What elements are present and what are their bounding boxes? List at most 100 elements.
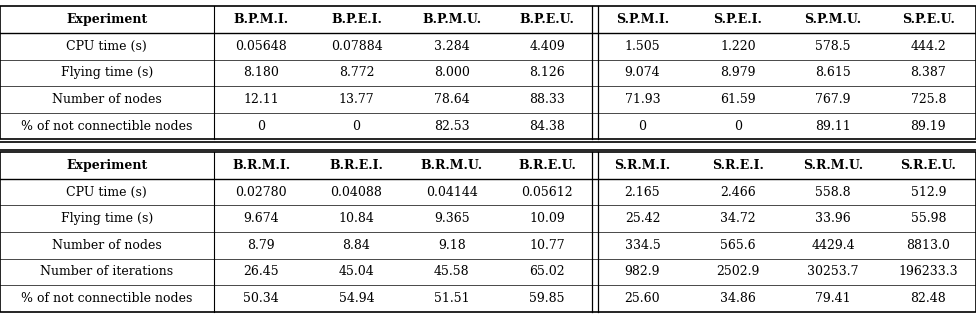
Text: 51.51: 51.51 (434, 292, 469, 305)
Text: 0.02780: 0.02780 (235, 186, 287, 198)
Text: 84.38: 84.38 (529, 120, 565, 133)
Text: B.P.M.U.: B.P.M.U. (423, 13, 481, 26)
Text: 8.000: 8.000 (434, 66, 469, 79)
Text: Number of iterations: Number of iterations (40, 266, 174, 278)
Text: 34.86: 34.86 (720, 292, 755, 305)
Text: S.R.E.U.: S.R.E.U. (901, 159, 956, 172)
Text: 196233.3: 196233.3 (899, 266, 958, 278)
Text: 0.05612: 0.05612 (521, 186, 573, 198)
Text: Number of nodes: Number of nodes (52, 93, 162, 106)
Text: 0.07884: 0.07884 (331, 40, 383, 53)
Text: 0.04088: 0.04088 (331, 186, 383, 198)
Text: B.P.E.U.: B.P.E.U. (519, 13, 575, 26)
Text: 10.84: 10.84 (339, 212, 375, 225)
Text: 13.77: 13.77 (339, 93, 375, 106)
Text: 1.220: 1.220 (720, 40, 755, 53)
Text: 25.60: 25.60 (625, 292, 660, 305)
Text: 0: 0 (734, 120, 742, 133)
Text: 578.5: 578.5 (815, 40, 851, 53)
Text: 725.8: 725.8 (911, 93, 946, 106)
Text: 61.59: 61.59 (720, 93, 755, 106)
Text: 8.387: 8.387 (911, 66, 946, 79)
Text: 10.09: 10.09 (529, 212, 565, 225)
Text: 2502.9: 2502.9 (716, 266, 759, 278)
Text: 9.365: 9.365 (434, 212, 469, 225)
Text: S.P.E.U.: S.P.E.U. (902, 13, 955, 26)
Text: 444.2: 444.2 (911, 40, 946, 53)
Text: 0.04144: 0.04144 (426, 186, 478, 198)
Text: 0.05648: 0.05648 (235, 40, 287, 53)
Text: S.P.M.U.: S.P.M.U. (804, 13, 862, 26)
Text: 33.96: 33.96 (815, 212, 851, 225)
Text: 8.126: 8.126 (529, 66, 565, 79)
Text: 65.02: 65.02 (529, 266, 565, 278)
Text: B.P.E.I.: B.P.E.I. (331, 13, 382, 26)
Text: 30253.7: 30253.7 (807, 266, 859, 278)
Text: Flying time (s): Flying time (s) (61, 212, 153, 225)
Text: 558.8: 558.8 (815, 186, 851, 198)
Text: 25.42: 25.42 (625, 212, 660, 225)
Bar (0, 6, 976, 140)
Text: 0: 0 (638, 120, 646, 133)
Text: B.R.M.U.: B.R.M.U. (421, 159, 483, 172)
Text: S.R.E.I.: S.R.E.I. (712, 159, 763, 172)
Text: Experiment: Experiment (66, 159, 147, 172)
Text: 2.165: 2.165 (625, 186, 660, 198)
Text: 8.772: 8.772 (339, 66, 375, 79)
Text: 982.9: 982.9 (625, 266, 660, 278)
Text: CPU time (s): CPU time (s) (66, 186, 147, 198)
Text: % of not connectible nodes: % of not connectible nodes (21, 120, 192, 133)
Text: 9.18: 9.18 (438, 239, 466, 252)
Text: Number of nodes: Number of nodes (52, 239, 162, 252)
Text: S.R.M.I.: S.R.M.I. (614, 159, 671, 172)
Text: 88.33: 88.33 (529, 93, 565, 106)
Text: 2.466: 2.466 (720, 186, 755, 198)
Text: 8813.0: 8813.0 (907, 239, 951, 252)
Text: 89.11: 89.11 (815, 120, 851, 133)
Text: 512.9: 512.9 (911, 186, 946, 198)
Text: B.R.E.U.: B.R.E.U. (518, 159, 576, 172)
Text: 79.41: 79.41 (815, 292, 851, 305)
Text: S.P.E.I.: S.P.E.I. (713, 13, 762, 26)
Text: 10.77: 10.77 (529, 239, 565, 252)
Text: 0: 0 (352, 120, 360, 133)
Text: 55.98: 55.98 (911, 212, 946, 225)
Text: S.P.M.I.: S.P.M.I. (616, 13, 669, 26)
Text: 26.45: 26.45 (243, 266, 279, 278)
Text: 3.284: 3.284 (434, 40, 469, 53)
Text: 565.6: 565.6 (720, 239, 755, 252)
Text: 8.180: 8.180 (243, 66, 279, 79)
Text: 82.53: 82.53 (434, 120, 469, 133)
Text: 4.409: 4.409 (529, 40, 565, 53)
Text: CPU time (s): CPU time (s) (66, 40, 147, 53)
Text: 45.58: 45.58 (434, 266, 469, 278)
Text: 59.85: 59.85 (529, 292, 565, 305)
Text: 54.94: 54.94 (339, 292, 375, 305)
Text: B.P.M.I.: B.P.M.I. (233, 13, 289, 26)
Text: 12.11: 12.11 (243, 93, 279, 106)
Text: % of not connectible nodes: % of not connectible nodes (21, 292, 192, 305)
Text: 9.674: 9.674 (243, 212, 279, 225)
Text: 767.9: 767.9 (815, 93, 851, 106)
Text: 82.48: 82.48 (911, 292, 946, 305)
Text: S.R.M.U.: S.R.M.U. (803, 159, 863, 172)
Text: 8.615: 8.615 (815, 66, 851, 79)
Bar (0, 152, 976, 312)
Text: 334.5: 334.5 (625, 239, 661, 252)
Text: 0: 0 (258, 120, 265, 133)
Text: Experiment: Experiment (66, 13, 147, 26)
Text: 8.84: 8.84 (343, 239, 371, 252)
Text: 50.34: 50.34 (243, 292, 279, 305)
Text: 9.074: 9.074 (625, 66, 660, 79)
Text: 71.93: 71.93 (625, 93, 660, 106)
Text: 78.64: 78.64 (434, 93, 469, 106)
Text: Flying time (s): Flying time (s) (61, 66, 153, 79)
Text: 4429.4: 4429.4 (811, 239, 855, 252)
Text: 34.72: 34.72 (720, 212, 755, 225)
Text: 1.505: 1.505 (625, 40, 660, 53)
Text: 8.79: 8.79 (248, 239, 275, 252)
Text: 8.979: 8.979 (720, 66, 755, 79)
Text: 45.04: 45.04 (339, 266, 375, 278)
Text: 89.19: 89.19 (911, 120, 946, 133)
Text: B.R.M.I.: B.R.M.I. (232, 159, 290, 172)
